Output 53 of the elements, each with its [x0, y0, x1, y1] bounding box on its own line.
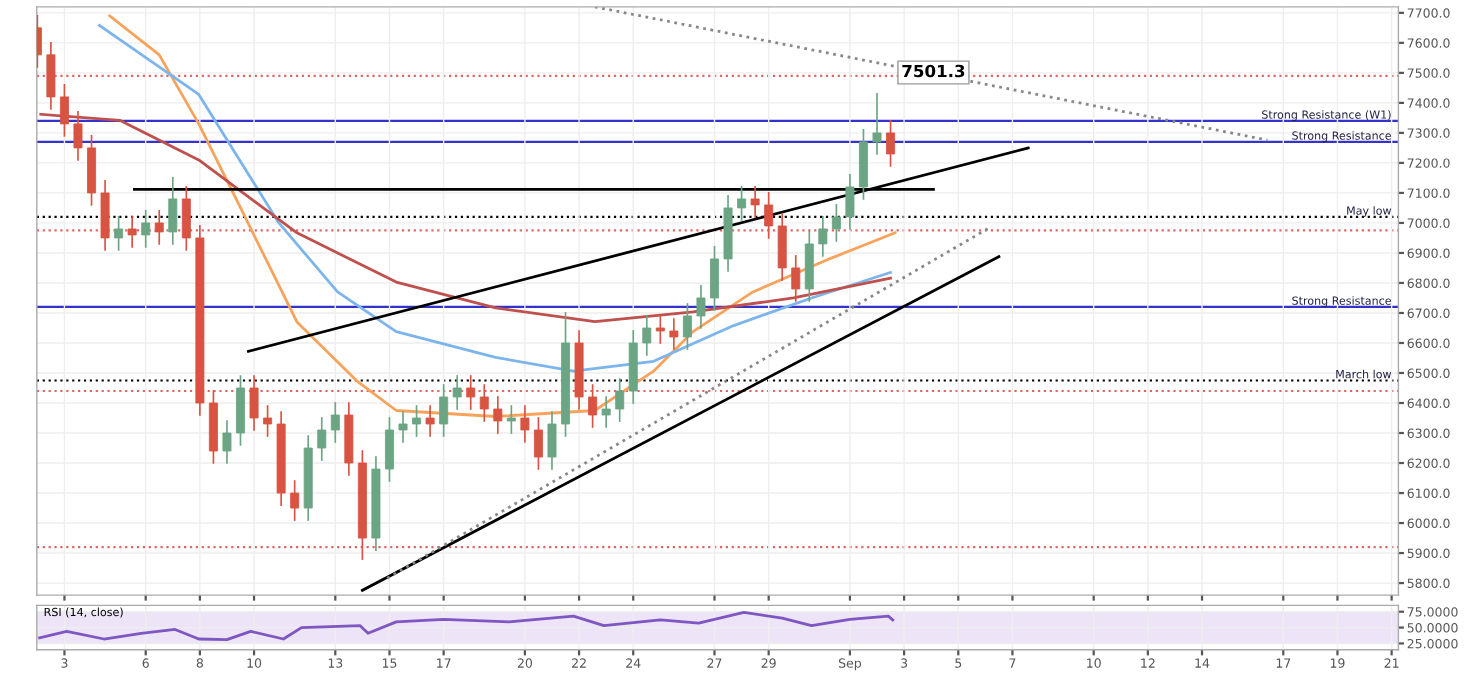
candlestick — [46, 42, 56, 110]
candlestick — [520, 405, 530, 443]
candlestick — [73, 111, 83, 161]
candlestick — [533, 417, 543, 470]
candlestick — [425, 405, 435, 437]
candlestick — [886, 120, 896, 167]
candlestick — [858, 129, 868, 200]
candlestick — [114, 216, 124, 251]
candlestick — [479, 384, 489, 422]
candlestick — [398, 411, 408, 443]
candlestick — [222, 420, 232, 464]
candlestick — [59, 84, 69, 137]
candlestick — [263, 405, 273, 437]
candlestick — [588, 384, 598, 428]
candlestick — [845, 174, 855, 230]
candlestick — [154, 210, 164, 245]
candlestick — [804, 231, 814, 302]
candlestick — [764, 192, 774, 239]
candlestick — [384, 417, 394, 482]
candlestick — [642, 315, 652, 356]
candlestick — [249, 375, 259, 431]
candlestick — [100, 180, 110, 251]
candlestick — [317, 417, 327, 461]
candlestick — [87, 135, 97, 206]
candlestick — [547, 411, 557, 470]
candlestick — [141, 210, 151, 248]
candlestick — [493, 396, 503, 434]
candlestick — [737, 186, 747, 221]
candlestick — [506, 405, 516, 434]
candlestick — [168, 177, 178, 245]
candlestick — [466, 375, 476, 410]
candlestick — [696, 285, 706, 329]
candlestick — [669, 318, 679, 350]
candlestick — [452, 375, 462, 410]
candlestick — [236, 375, 245, 446]
candlestick — [601, 396, 611, 428]
candlestick — [872, 93, 882, 155]
candlestick — [439, 384, 449, 437]
candlestick — [127, 216, 137, 248]
candlestick — [777, 213, 787, 281]
candlestick — [831, 204, 841, 242]
candlestick — [615, 378, 625, 422]
annotation: 7501.3 — [902, 64, 965, 78]
candlestick — [750, 186, 760, 218]
candlestick — [412, 405, 422, 437]
candlestick — [290, 480, 300, 521]
candlestick — [710, 246, 719, 311]
candlestick — [181, 186, 191, 251]
candlestick — [330, 402, 340, 443]
candlestick — [655, 315, 665, 344]
candlestick — [818, 216, 828, 257]
candlestick — [682, 303, 692, 350]
candlestick — [791, 255, 801, 302]
